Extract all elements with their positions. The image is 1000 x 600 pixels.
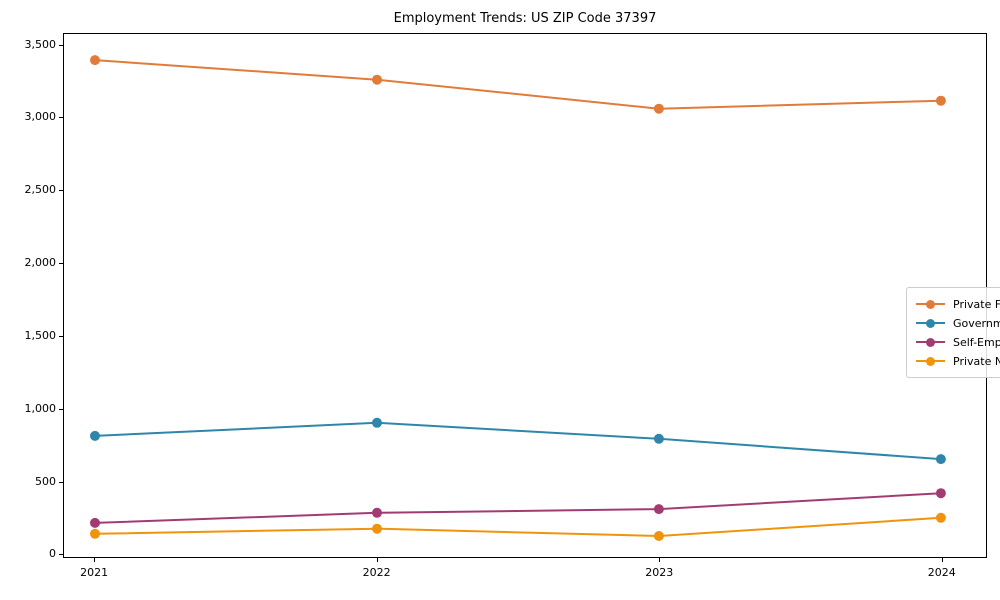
chart-title: Employment Trends: US ZIP Code 37397 [393, 11, 657, 26]
x-axis-tick-mark [94, 558, 96, 562]
legend-label: Self-Employed [953, 335, 1000, 349]
y-axis-tick-label: 500 [35, 474, 56, 488]
y-axis-tick-label: 2,500 [24, 183, 57, 197]
series-line [94, 59, 941, 110]
y-axis-tick-mark [59, 481, 63, 483]
y-axis-tick-label: 1,000 [24, 401, 57, 415]
y-axis-tick-label: 0 [49, 547, 56, 561]
data-point [90, 430, 100, 441]
series-line [94, 492, 941, 524]
y-axis-tick-mark [59, 408, 63, 410]
data-point [90, 528, 100, 539]
data-point [372, 74, 382, 85]
data-point [372, 417, 382, 428]
data-point [653, 504, 664, 515]
data-point [90, 517, 100, 528]
legend-marker-icon [916, 318, 945, 328]
y-axis-tick-mark [59, 190, 63, 192]
series-line [94, 421, 941, 461]
legend-label: Government [953, 316, 1000, 330]
legend-item: Government [916, 314, 1000, 332]
legend-marker-icon [916, 337, 945, 347]
data-point [935, 512, 946, 523]
x-axis-tick-label: 2022 [362, 566, 391, 579]
data-point [90, 55, 100, 66]
y-axis-tick-label: 3,500 [24, 37, 57, 51]
x-axis-tick-label: 2024 [927, 566, 956, 579]
x-axis-tick-mark [659, 558, 661, 562]
x-axis-tick-mark [376, 558, 378, 562]
data-point [372, 523, 382, 534]
y-axis-tick-mark [59, 554, 63, 556]
x-axis-tick-label: 2021 [80, 566, 109, 579]
data-point [653, 433, 664, 444]
legend-item: Private For-Profit [916, 295, 1000, 313]
data-point [653, 531, 664, 541]
y-axis-tick-mark [59, 263, 63, 265]
y-axis-tick-mark [59, 117, 63, 119]
legend-marker-icon [916, 356, 945, 366]
y-axis-tick-label: 3,000 [24, 110, 57, 124]
legend-item: Private Non-Profit [916, 352, 1000, 370]
x-axis-tick-mark [941, 558, 943, 562]
legend-marker-icon [916, 299, 945, 309]
x-axis-tick-label: 2023 [645, 566, 674, 579]
y-axis-tick-mark [59, 44, 63, 46]
line-plot-canvas [90, 55, 946, 541]
legend: Private For-Profit Government Self-Employe… [906, 287, 1000, 378]
data-point [372, 507, 382, 518]
data-point [935, 488, 946, 499]
data-point [935, 454, 946, 465]
y-axis-tick-label: 2,000 [24, 256, 57, 270]
y-axis-tick-mark [59, 335, 63, 337]
legend-label: Private Non-Profit [953, 354, 1000, 368]
series-line [94, 516, 941, 538]
legend-item: Self-Employed [916, 333, 1000, 351]
data-point [935, 95, 946, 106]
y-axis-tick-label: 1,500 [24, 328, 57, 342]
plot-area: Private For-Profit Government Self-Employe… [63, 33, 1000, 558]
legend-label: Private For-Profit [953, 297, 1000, 311]
data-point [653, 103, 664, 114]
